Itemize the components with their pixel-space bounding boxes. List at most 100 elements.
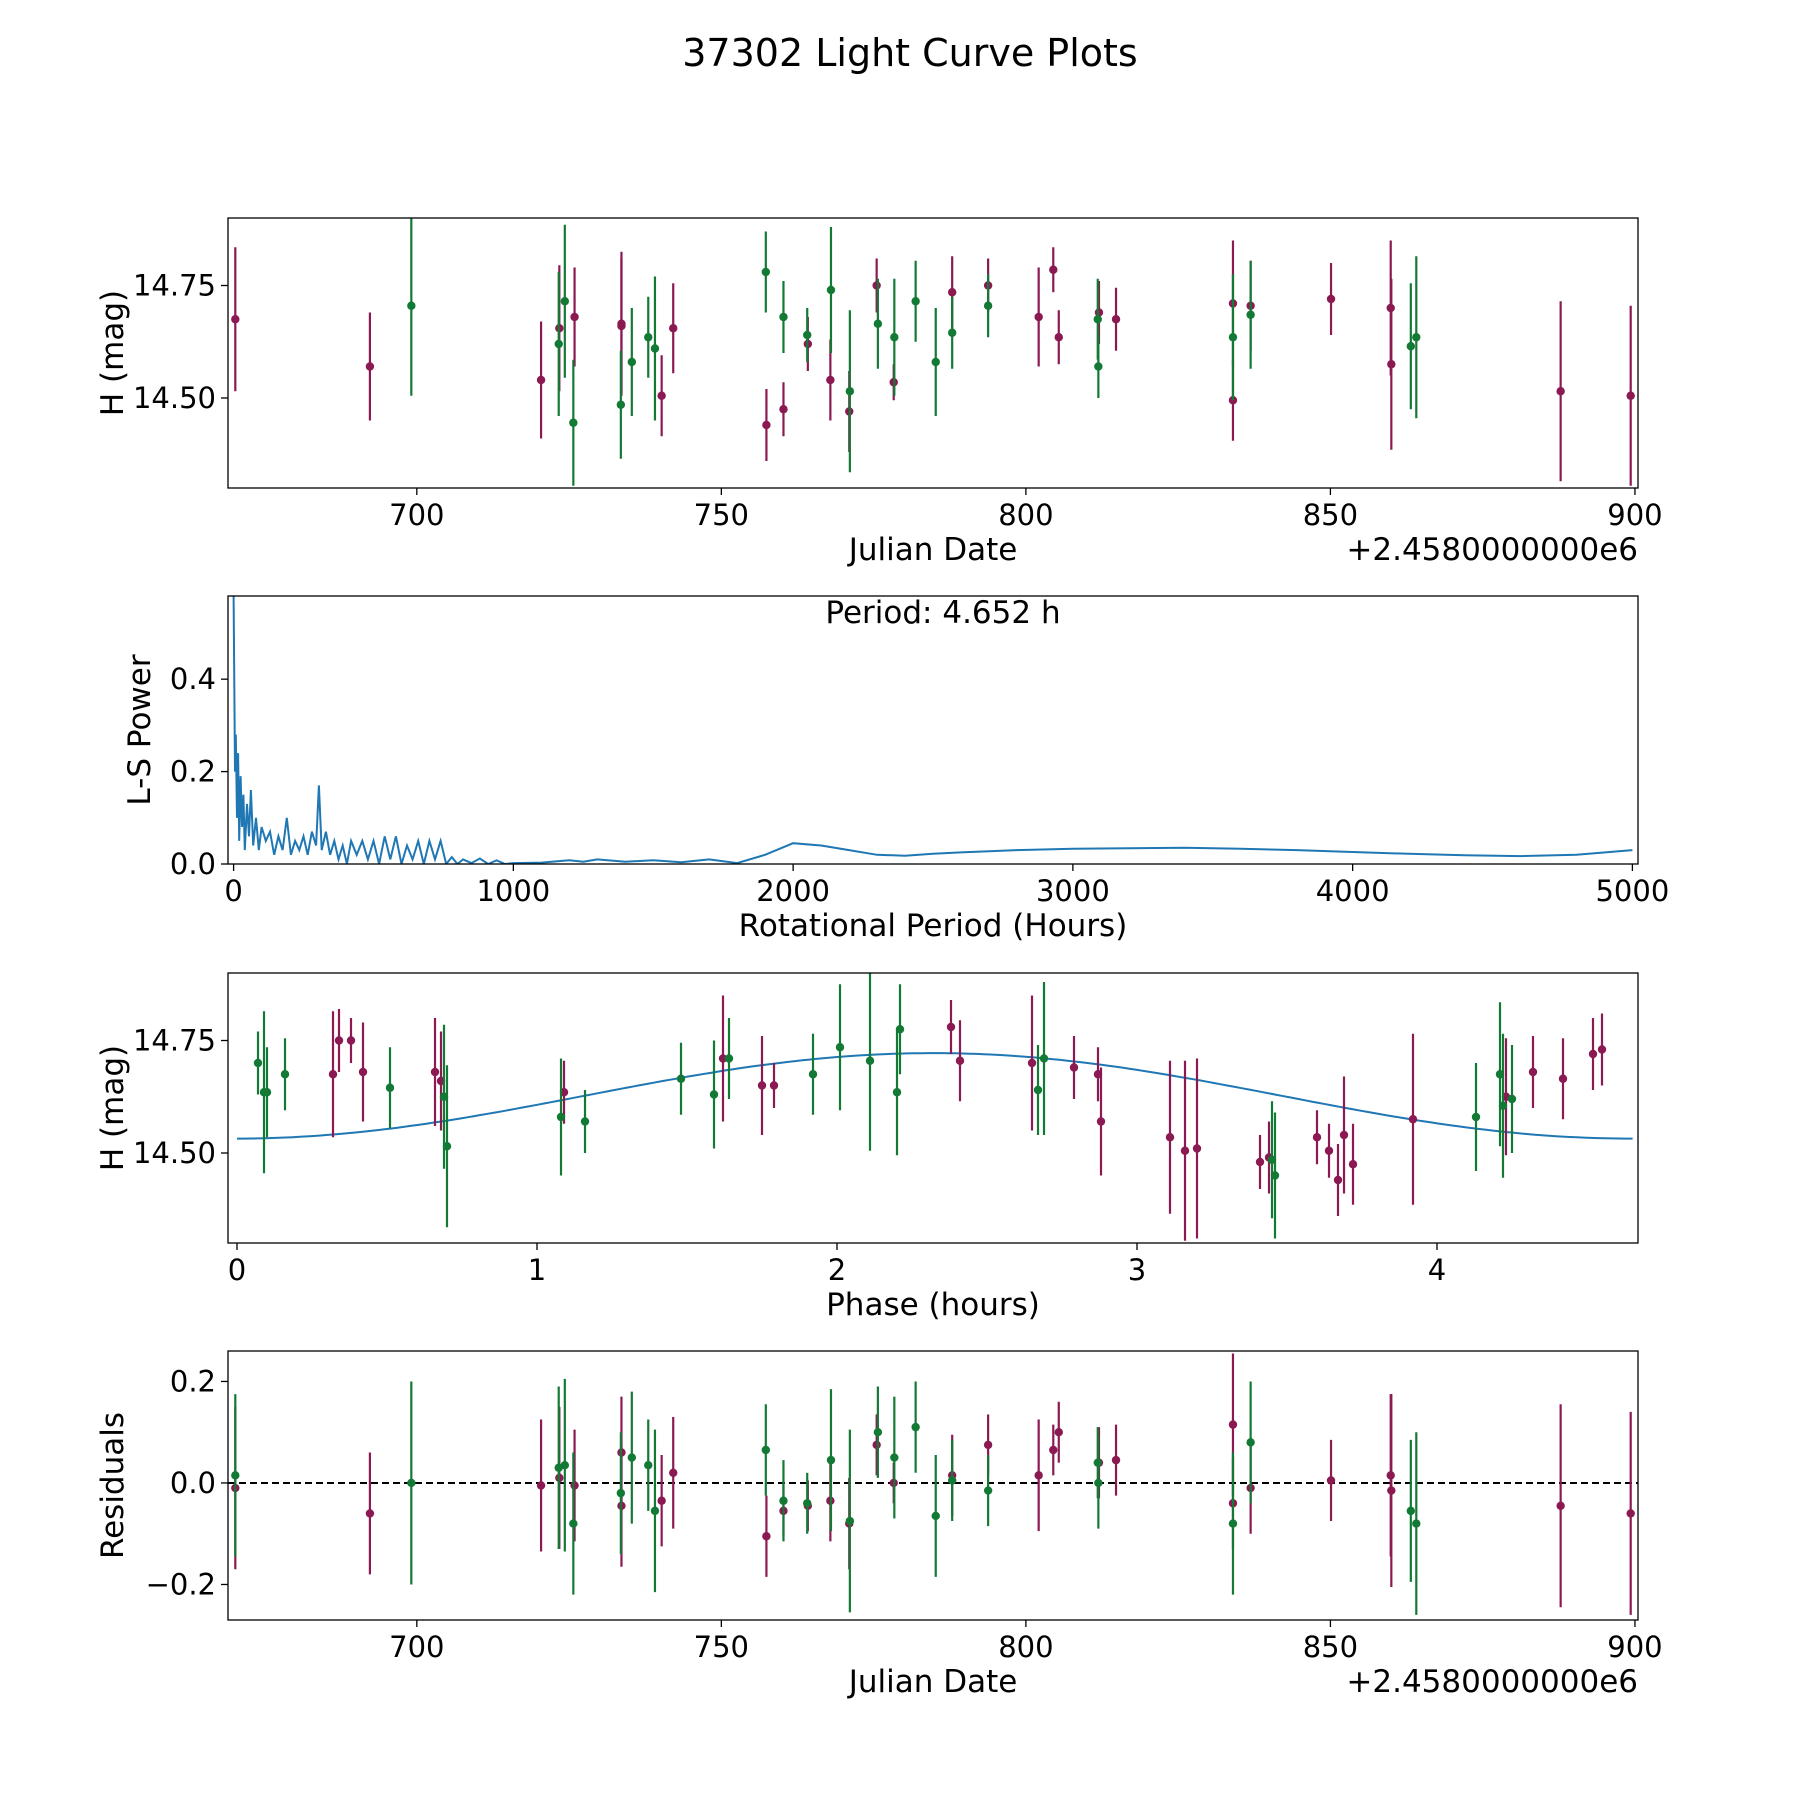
x-tick-label: 3000	[1036, 874, 1110, 908]
data-point	[657, 1496, 666, 1505]
data-point	[808, 1070, 818, 1079]
data-point	[872, 281, 881, 290]
data-point	[946, 1022, 956, 1032]
data-point	[983, 1440, 993, 1450]
data-point	[569, 418, 578, 427]
panels: 700 750 800 850 900 14.50 14.75 Julian Date H (m…	[95, 217, 1669, 1700]
x-tick-label: 2	[828, 1253, 846, 1287]
data-point	[892, 1088, 902, 1097]
data-point	[1093, 315, 1102, 324]
data-point	[1192, 1144, 1202, 1153]
data-point	[1027, 1058, 1037, 1068]
data-point	[1558, 1074, 1568, 1083]
data-point	[845, 387, 855, 396]
model-fit-curve	[237, 1052, 1633, 1140]
data-point	[1228, 1519, 1238, 1528]
data-point	[1626, 1509, 1635, 1518]
data-point	[1246, 1438, 1255, 1447]
data-point	[650, 1506, 660, 1516]
data-point	[947, 1476, 957, 1485]
data-point	[627, 357, 637, 367]
x-tick-label: 900	[1607, 498, 1662, 532]
data-point	[430, 1067, 440, 1077]
data-point	[947, 328, 957, 337]
data-point	[1528, 1067, 1538, 1077]
data-point	[365, 1509, 375, 1518]
data-point	[826, 285, 836, 295]
data-point	[407, 301, 416, 310]
data-point	[1408, 1115, 1418, 1124]
data-point	[1094, 1478, 1103, 1488]
x-tick-label: 4	[1428, 1253, 1446, 1287]
data-point	[570, 1481, 579, 1490]
data-point	[1033, 1085, 1043, 1095]
data-point	[1626, 391, 1635, 400]
data-point	[627, 1453, 637, 1462]
data-point	[911, 297, 920, 306]
x-axis-label: Phase (hours)	[826, 1287, 1040, 1323]
data-point	[826, 1455, 836, 1465]
data-point	[1054, 1428, 1063, 1437]
data-point	[761, 267, 771, 277]
data-point	[669, 324, 678, 333]
data-point	[762, 1532, 771, 1541]
data-point	[1039, 1054, 1049, 1063]
x-offset-text: +2.4580000000e6	[1346, 1664, 1638, 1700]
axes-frame	[227, 217, 1639, 489]
data-point	[1054, 333, 1063, 342]
data-point	[1111, 1455, 1121, 1465]
data-point	[757, 1081, 767, 1090]
data-point	[1049, 265, 1058, 274]
x-tick-label: 4000	[1316, 874, 1390, 908]
data-point	[931, 357, 940, 367]
data-point	[1034, 1471, 1043, 1480]
data-point	[1597, 1045, 1607, 1054]
data-point	[1270, 1171, 1280, 1180]
data-point	[709, 1090, 719, 1099]
data-point	[346, 1036, 356, 1045]
data-point	[826, 375, 835, 385]
x-tick-label: 3	[1128, 1253, 1146, 1287]
data-point	[718, 1054, 728, 1063]
series-red	[328, 995, 1607, 1241]
data-point	[358, 1067, 368, 1077]
series-green	[231, 1378, 1421, 1615]
data-point	[1387, 1486, 1396, 1495]
data-point	[536, 375, 546, 385]
x-tick-label: 850	[1303, 1630, 1358, 1664]
data-point	[536, 1481, 546, 1490]
data-point	[779, 405, 788, 414]
data-point	[955, 1056, 965, 1065]
period-annotation: Period: 4.652 h	[825, 595, 1060, 631]
x-tick-label: 750	[694, 498, 749, 532]
axes-frame	[227, 972, 1639, 1244]
data-point	[560, 297, 570, 306]
data-point	[803, 1499, 812, 1508]
data-point	[1348, 1160, 1358, 1169]
x-tick-label: 700	[389, 1630, 444, 1664]
data-point	[669, 1468, 678, 1478]
data-point	[865, 1056, 875, 1065]
data-point	[1588, 1049, 1598, 1059]
panel-residuals: 700 750 800 850 900 −0.2 0.0 0.2 Julian Date Resi…	[95, 1350, 1663, 1700]
data-point	[1096, 1117, 1106, 1126]
data-point	[983, 1486, 993, 1495]
plot-area-periodogram	[232, 596, 1633, 864]
data-point	[650, 344, 660, 353]
y-tick-label: 0.4	[170, 662, 216, 696]
data-point	[1246, 310, 1255, 319]
y-tick-label: 0.0	[170, 847, 216, 881]
data-point	[873, 319, 883, 328]
data-point	[580, 1117, 590, 1126]
x-tick-label: 850	[1303, 498, 1358, 532]
data-point	[803, 330, 812, 340]
data-point	[657, 391, 666, 400]
data-point	[890, 333, 899, 342]
data-point	[1471, 1112, 1481, 1122]
x-tick-label: 0	[228, 1253, 246, 1287]
panel-periodogram: 0 1000 2000 3000 4000 5000 0.0 0.2 0.4 Rotational…	[122, 595, 1669, 944]
data-point	[616, 400, 626, 409]
panel-phased: 0 1 2 3 4 14.50 14.75 Phase (hours) H (mag)	[95, 972, 1639, 1323]
y-tick-label: 14.50	[133, 381, 216, 415]
